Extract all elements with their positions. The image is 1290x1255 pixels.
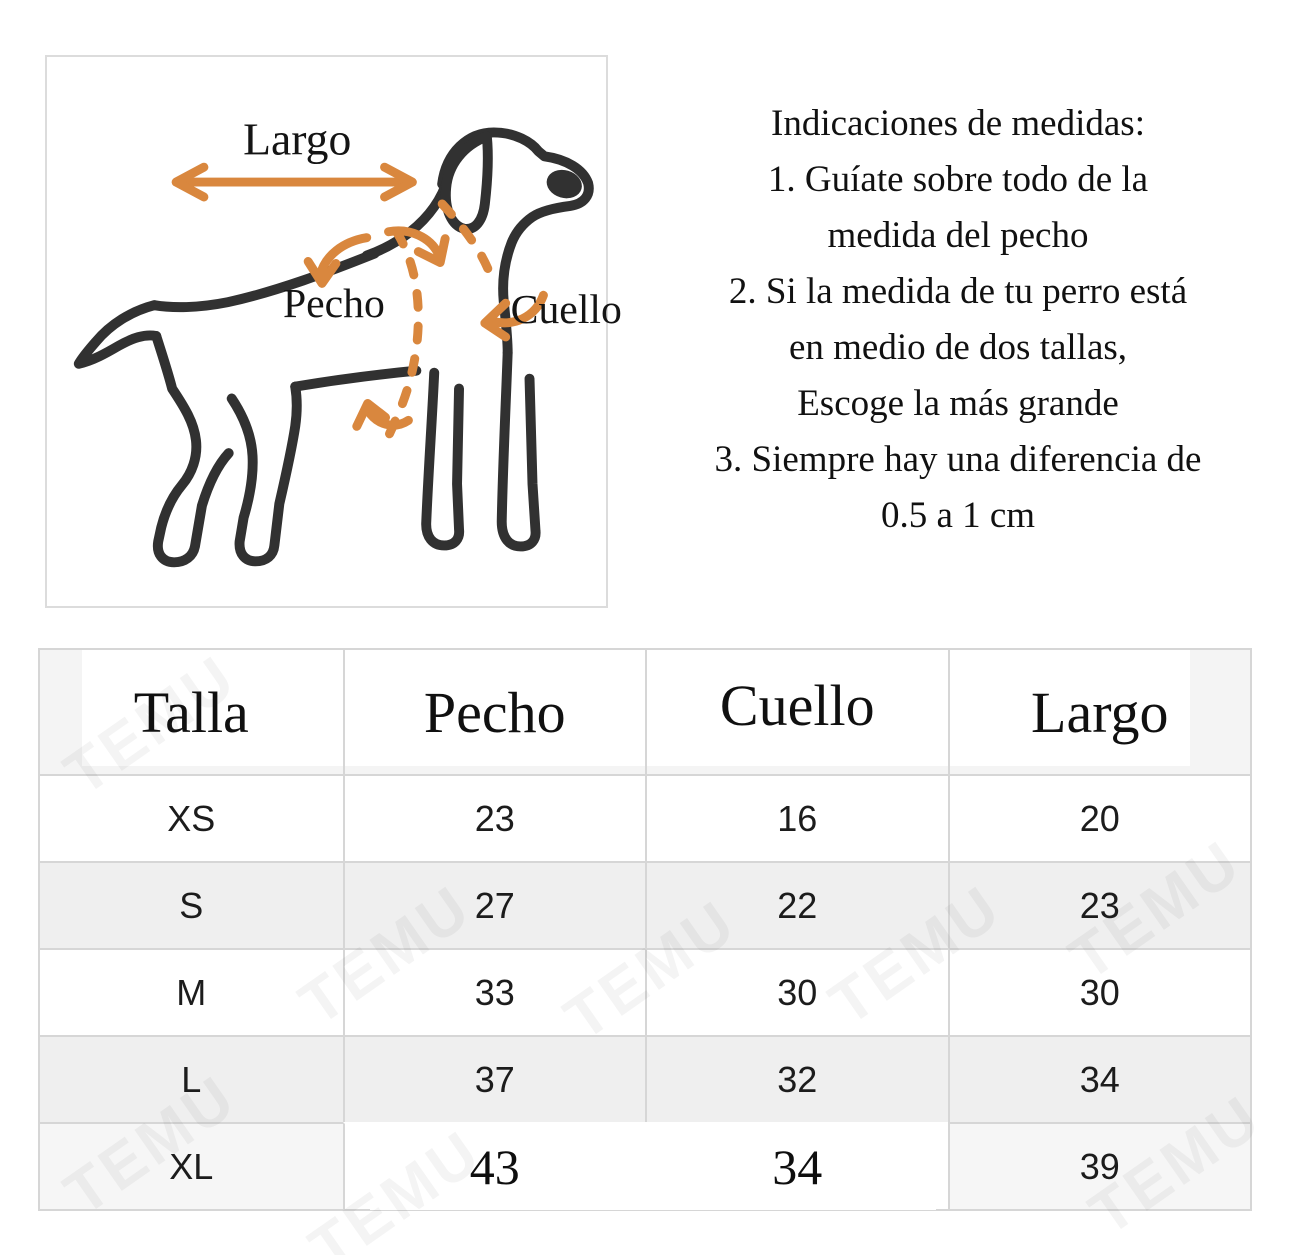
largo-label: Largo <box>243 113 351 164</box>
table-cell-cuello: 16 <box>645 774 948 861</box>
pecho-arrows <box>303 226 450 431</box>
table-cell-talla: XL <box>40 1122 343 1209</box>
table-cell-cuello: 34 <box>772 1138 823 1195</box>
column-header-largo: Largo <box>947 650 1251 774</box>
table-cell-pecho: 27 <box>342 861 645 948</box>
cuello-dashed-line <box>437 199 497 284</box>
dog-outline <box>73 127 594 568</box>
cuello-arrow <box>480 290 548 342</box>
table-cell-pecho: 33 <box>342 948 645 1035</box>
pecho-girth-dashed-line <box>378 227 423 451</box>
measurement-annotations <box>171 162 548 451</box>
table-cell-talla: L <box>40 1035 343 1122</box>
table-cell-talla: XS <box>40 774 343 861</box>
instruction-line: 1. Guíate sobre todo de la <box>767 159 1149 200</box>
dog-illustration: Largo Pecho Cuello <box>73 113 622 568</box>
table-header-white-patch <box>82 650 1190 766</box>
table-cell-cuello: 30 <box>645 948 948 1035</box>
table-cell-talla: M <box>40 948 343 1035</box>
table-cell-largo: 39 <box>947 1122 1250 1209</box>
instruction-line: 3. Siempre hay una diferencia de <box>714 439 1202 480</box>
table-cell-largo: 20 <box>947 774 1250 861</box>
instruction-line: medida del pecho <box>827 215 1089 256</box>
size-table: Talla Pecho Cuello Largo XS 23 16 20 S 2… <box>38 648 1252 1211</box>
table-cell-largo: 34 <box>947 1035 1250 1122</box>
pecho-label: Pecho <box>283 281 385 327</box>
table-cell-talla: S <box>40 861 343 948</box>
instruction-line: en medio de dos tallas, <box>788 327 1128 368</box>
table-cell-pecho: 37 <box>342 1035 645 1122</box>
largo-arrow <box>171 162 417 202</box>
measurement-instructions: Indicaciones de medidas: 1. Guíate sobre… <box>628 96 1288 544</box>
xl-row-white-patch <box>370 1118 936 1210</box>
table-cell-cuello: 32 <box>645 1035 948 1122</box>
column-header-cuello: Cuello <box>645 650 948 774</box>
dog-measurement-diagram: Largo Pecho Cuello <box>45 55 622 608</box>
instructions-title: Indicaciones de medidas: <box>771 103 1145 144</box>
table-cell-pecho: 23 <box>342 774 645 861</box>
instruction-line: 2. Si la medida de tu perro está <box>728 271 1188 312</box>
table-cell-largo: 23 <box>947 861 1250 948</box>
table-cell-cuello: 22 <box>645 861 948 948</box>
dog-nose <box>546 169 582 199</box>
cuello-label: Cuello <box>511 287 622 333</box>
column-header-talla: Talla <box>133 679 249 745</box>
table-cell-largo: 30 <box>947 948 1250 1035</box>
column-header-pecho: Pecho <box>342 650 646 774</box>
table-cell-pecho: 43 <box>342 1122 646 1209</box>
instruction-line: Escoge la más grande <box>797 383 1119 424</box>
instruction-line: 0.5 a 1 cm <box>880 495 1036 536</box>
